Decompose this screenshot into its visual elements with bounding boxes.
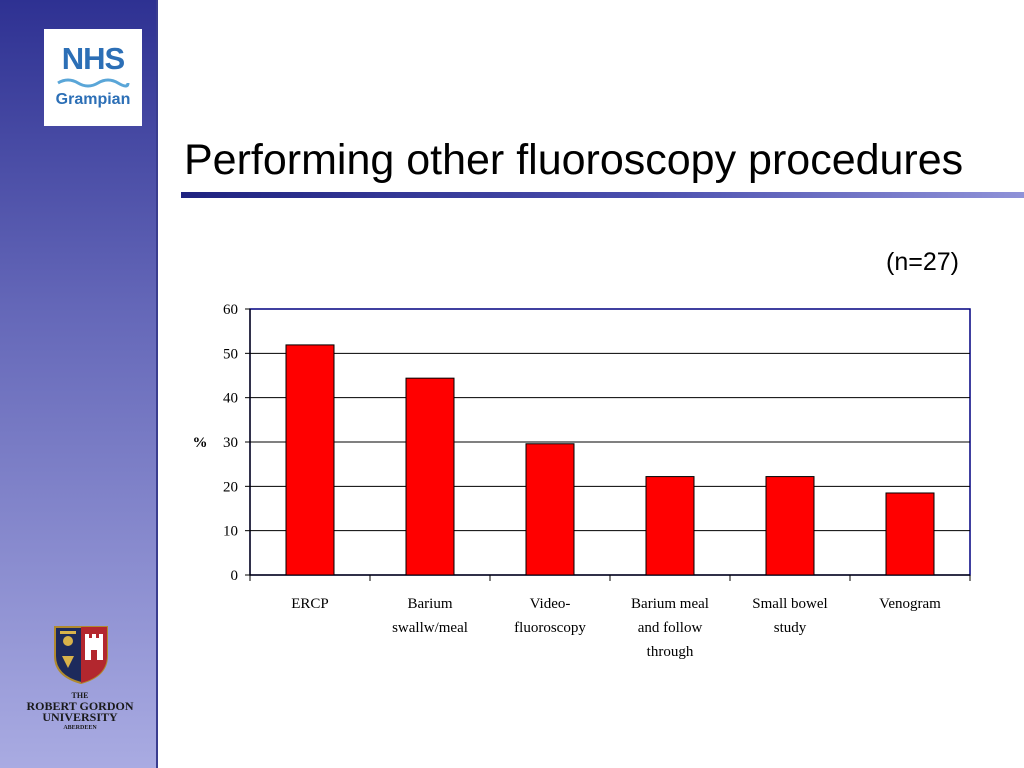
bar: [405, 377, 455, 576]
y-axis-label: %: [193, 435, 208, 451]
university-name-line4: ABERDEEN: [63, 725, 97, 731]
nhs-grampian-logo: NHS Grampian: [44, 29, 142, 126]
x-category-label: Video-: [530, 596, 571, 612]
title-underline: [181, 192, 1024, 198]
x-category-label: Small bowel: [752, 596, 827, 612]
y-tick-label: 0: [231, 568, 239, 584]
x-category-label: swallw/meal: [392, 620, 468, 636]
sidebar-band: NHS Grampian THE ROBERT GORDON UNIVERSIT…: [0, 0, 158, 768]
y-tick-label: 30: [223, 435, 238, 451]
university-crest-icon: [54, 626, 108, 684]
y-tick-label: 50: [223, 346, 238, 362]
y-tick-label: 40: [223, 391, 238, 407]
x-category-label: and follow: [638, 620, 703, 636]
y-tick-label: 60: [223, 302, 238, 318]
x-category-label: Barium meal: [631, 596, 709, 612]
bar: [765, 476, 815, 576]
university-name-line1: THE: [71, 691, 89, 700]
university-name-line2: ROBERT GORDON: [26, 699, 134, 713]
y-tick-label: 20: [223, 479, 238, 495]
sample-size-note: (n=27): [886, 248, 959, 276]
slide-title: Performing other fluoroscopy procedures: [184, 136, 964, 184]
x-category-label: study: [774, 620, 807, 636]
bar: [525, 443, 575, 576]
y-tick-label: 10: [223, 524, 238, 540]
bar: [885, 492, 935, 576]
x-category-label: ERCP: [291, 596, 329, 612]
x-category-label: through: [647, 644, 694, 660]
x-category-label: fluoroscopy: [514, 620, 586, 636]
nhs-logo-region: Grampian: [55, 91, 131, 108]
nhs-wave-icon: [57, 78, 130, 88]
bar: [285, 344, 335, 576]
university-name: THE ROBERT GORDON UNIVERSITY ABERDEEN: [4, 690, 156, 734]
bar: [645, 476, 695, 576]
x-category-label: Venogram: [879, 596, 941, 612]
nhs-logo-mark: NHS: [61, 41, 125, 76]
x-category-label: Barium: [408, 596, 453, 612]
university-name-line3: UNIVERSITY: [42, 710, 118, 724]
